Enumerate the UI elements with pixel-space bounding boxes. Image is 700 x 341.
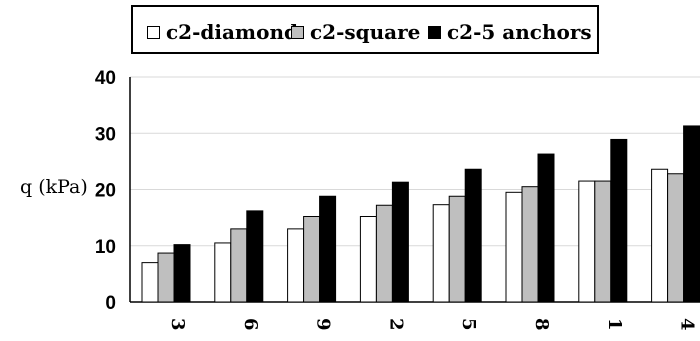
bar-c2-diamond bbox=[214, 242, 232, 303]
legend-swatch-c2-5-anchors bbox=[428, 25, 441, 39]
x-tick-label: 4 bbox=[677, 318, 698, 331]
x-tick-label: 1 bbox=[604, 318, 625, 331]
x-tick-label: 9 bbox=[313, 318, 334, 331]
x-tick-label: 2 bbox=[385, 318, 406, 331]
y-axis-label: q (kPa) bbox=[20, 176, 88, 198]
bar-c2-5-anchors bbox=[173, 244, 191, 303]
bar-c2-5-anchors bbox=[683, 125, 700, 303]
bar-c2-5-anchors bbox=[610, 138, 628, 303]
bar-c2-square bbox=[521, 186, 539, 303]
bar-c2-5-anchors bbox=[319, 195, 337, 303]
chart-legend: c2-diamond c2-square c2-5 anchors bbox=[131, 5, 599, 54]
bar-c2-square bbox=[667, 173, 685, 303]
bar-c2-square bbox=[230, 228, 248, 303]
legend-swatch-c2-square bbox=[291, 25, 304, 39]
legend-item-c2-square: c2-square bbox=[291, 20, 420, 44]
y-tick-label: 40 bbox=[95, 68, 116, 89]
legend-label-c2-square: c2-square bbox=[310, 20, 421, 44]
bar-c2-5-anchors bbox=[246, 210, 264, 303]
x-tick-label: 6 bbox=[240, 318, 261, 331]
bar-c2-diamond bbox=[578, 180, 596, 303]
bar-c2-5-anchors bbox=[464, 168, 482, 303]
bar-c2-5-anchors bbox=[391, 181, 409, 303]
legend-item-c2-diamond: c2-diamond bbox=[147, 20, 298, 44]
bar-c2-square bbox=[594, 180, 612, 303]
bar-c2-diamond bbox=[432, 204, 450, 303]
bar-c2-diamond bbox=[651, 168, 669, 303]
y-tick-label: 0 bbox=[105, 293, 116, 314]
y-tick-label: 20 bbox=[95, 181, 116, 202]
x-tick-label: 8 bbox=[531, 318, 552, 331]
bar-c2-5-anchors bbox=[537, 153, 555, 303]
y-tick-label: 30 bbox=[95, 124, 116, 145]
y-tick-label: 10 bbox=[95, 237, 116, 258]
bar-c2-diamond bbox=[505, 191, 523, 303]
legend-swatch-c2-diamond bbox=[147, 25, 160, 39]
bar-c2-square bbox=[157, 252, 175, 303]
x-tick-label: 5 bbox=[458, 318, 479, 331]
bar-c2-square bbox=[303, 216, 321, 303]
legend-label-c2-5-anchors: c2-5 anchors bbox=[447, 20, 592, 44]
bar-c2-diamond bbox=[359, 216, 377, 303]
legend-item-c2-5-anchors: c2-5 anchors bbox=[428, 20, 592, 44]
bar-c2-square bbox=[448, 195, 466, 303]
legend-label-c2-diamond: c2-diamond bbox=[166, 20, 298, 44]
bar-c2-square bbox=[375, 204, 393, 303]
bar-c2-diamond bbox=[141, 262, 159, 303]
x-tick-label: 3 bbox=[167, 318, 188, 331]
bar-c2-diamond bbox=[287, 228, 305, 303]
